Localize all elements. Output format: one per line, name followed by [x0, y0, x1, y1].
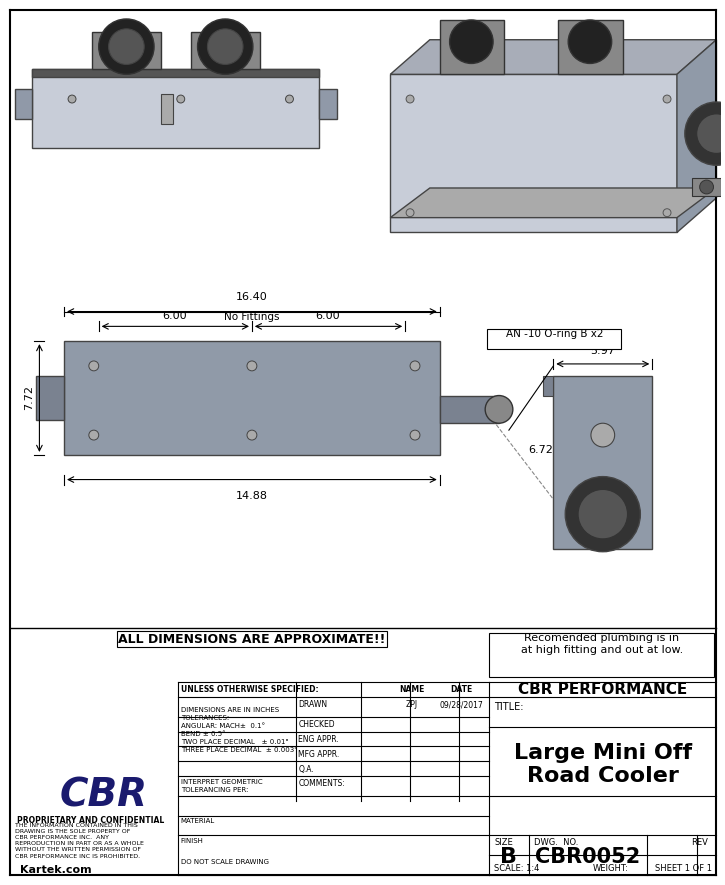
Text: Recomended plumbing is in
at high fitting and out at low.: Recomended plumbing is in at high fittin…: [521, 633, 683, 655]
Text: 6.72: 6.72: [529, 445, 554, 455]
Bar: [161, 94, 173, 124]
Bar: [92, 32, 161, 69]
Text: 16.40: 16.40: [236, 292, 268, 302]
Bar: [439, 20, 504, 74]
Circle shape: [197, 19, 253, 74]
Text: ZPJ: ZPJ: [406, 700, 418, 710]
Bar: [36, 376, 64, 420]
Polygon shape: [390, 188, 716, 218]
Text: DIMENSIONS ARE IN INCHES
TOLERANCES:
ANGULAR: MACH±  0.1°
BEND ± 0.5°
TWO PLACE : DIMENSIONS ARE IN INCHES TOLERANCES: ANG…: [181, 707, 297, 753]
Text: ALL DIMENSIONS ARE APPROXIMATE!!: ALL DIMENSIONS ARE APPROXIMATE!!: [118, 633, 386, 646]
Text: 09/28/2017: 09/28/2017: [439, 700, 484, 710]
Text: Q.A.: Q.A.: [299, 765, 314, 773]
Circle shape: [663, 95, 671, 103]
Text: TITLE:: TITLE:: [494, 702, 523, 712]
Polygon shape: [677, 40, 716, 233]
Text: 7.72: 7.72: [25, 385, 35, 410]
Bar: [544, 376, 553, 396]
Circle shape: [450, 20, 493, 64]
Text: SHEET 1 OF 1: SHEET 1 OF 1: [655, 864, 712, 873]
Circle shape: [207, 29, 243, 65]
Polygon shape: [390, 74, 677, 233]
Text: CHECKED: CHECKED: [299, 720, 335, 729]
Text: 6.00: 6.00: [315, 312, 340, 321]
Circle shape: [99, 19, 154, 74]
Text: 6.00: 6.00: [162, 312, 187, 321]
Circle shape: [177, 95, 185, 103]
Text: CBR: CBR: [59, 777, 147, 815]
Text: FINISH: FINISH: [181, 838, 204, 844]
Circle shape: [568, 20, 612, 64]
Text: PROPRIETARY AND CONFIDENTIAL: PROPRIETARY AND CONFIDENTIAL: [17, 816, 165, 825]
Circle shape: [578, 489, 628, 539]
Polygon shape: [390, 40, 716, 74]
Text: REV: REV: [691, 838, 708, 847]
Circle shape: [247, 361, 257, 371]
Bar: [33, 69, 319, 149]
Circle shape: [410, 361, 420, 371]
Text: SIZE: SIZE: [494, 838, 513, 847]
Text: NAME: NAME: [399, 685, 425, 694]
Circle shape: [406, 209, 414, 217]
Text: No Fittings: No Fittings: [224, 312, 280, 321]
Text: THE INFORMATION CONTAINED IN THIS
DRAWING IS THE SOLE PROPERTY OF
CBR PERFORMANC: THE INFORMATION CONTAINED IN THIS DRAWIN…: [14, 822, 144, 858]
Text: COMMENTS:: COMMENTS:: [299, 780, 345, 789]
Circle shape: [663, 209, 671, 217]
Bar: [319, 89, 337, 119]
Circle shape: [485, 396, 513, 423]
Text: MFG APPR.: MFG APPR.: [299, 750, 339, 758]
Bar: [14, 771, 176, 860]
Circle shape: [697, 114, 725, 153]
Circle shape: [685, 102, 725, 165]
Bar: [64, 342, 439, 455]
Text: INTERPRET GEOMETRIC
TOLERANCING PER:: INTERPRET GEOMETRIC TOLERANCING PER:: [181, 779, 262, 793]
Circle shape: [68, 95, 76, 103]
Circle shape: [406, 95, 414, 103]
Circle shape: [247, 430, 257, 440]
Bar: [439, 396, 499, 423]
Text: DATE: DATE: [450, 685, 473, 694]
Text: DWG.  NO.: DWG. NO.: [534, 838, 578, 847]
Circle shape: [566, 477, 640, 551]
Bar: [489, 633, 714, 677]
Bar: [14, 89, 33, 119]
Text: DO NOT SCALE DRAWING: DO NOT SCALE DRAWING: [181, 859, 269, 866]
Circle shape: [410, 430, 420, 440]
Text: 5.97: 5.97: [590, 346, 616, 356]
Text: ENG APPR.: ENG APPR.: [299, 735, 339, 744]
Text: AN -10 O-ring B x2: AN -10 O-ring B x2: [505, 329, 603, 339]
Circle shape: [700, 180, 713, 194]
Text: MATERIAL: MATERIAL: [181, 818, 215, 824]
Circle shape: [286, 95, 294, 103]
Bar: [33, 69, 319, 77]
Text: WEIGHT:: WEIGHT:: [593, 864, 629, 873]
Text: SCALE: 1:4: SCALE: 1:4: [494, 864, 539, 873]
Text: UNLESS OTHERWISE SPECIFIED:: UNLESS OTHERWISE SPECIFIED:: [181, 685, 318, 694]
Text: CBR PERFORMANCE: CBR PERFORMANCE: [518, 681, 687, 696]
Text: Large Mini Off
Road Cooler: Large Mini Off Road Cooler: [514, 743, 692, 786]
Text: B: B: [500, 847, 518, 867]
Text: CBR0052: CBR0052: [535, 847, 641, 867]
Text: Kartek.com: Kartek.com: [20, 865, 91, 875]
Text: DRAWN: DRAWN: [299, 700, 328, 710]
Bar: [487, 329, 621, 349]
Circle shape: [109, 29, 144, 65]
Bar: [692, 178, 721, 196]
Circle shape: [89, 430, 99, 440]
Bar: [558, 20, 623, 74]
Circle shape: [591, 423, 615, 447]
Bar: [553, 376, 652, 549]
Bar: [191, 32, 260, 69]
Text: 14.88: 14.88: [236, 491, 268, 502]
Circle shape: [89, 361, 99, 371]
